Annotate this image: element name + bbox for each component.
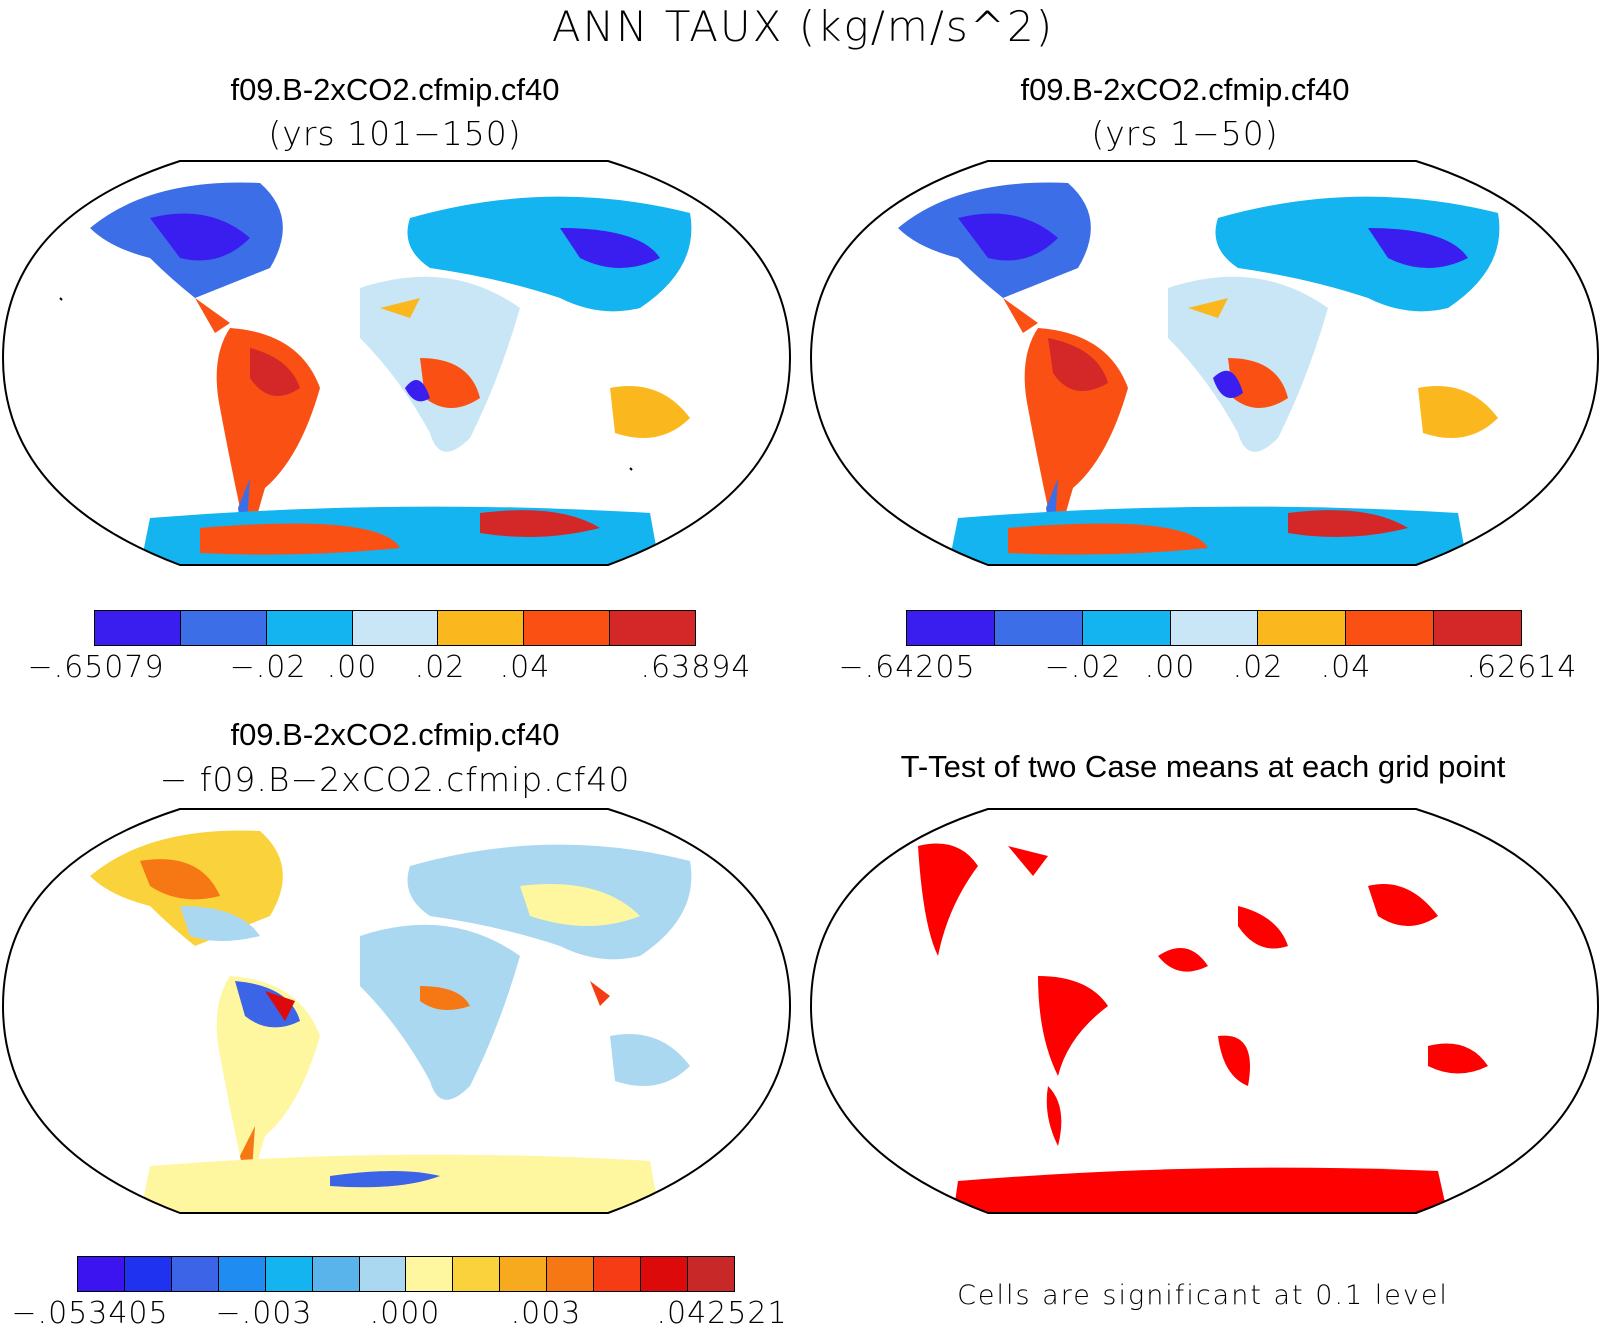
colorbar-swatch [352, 611, 439, 645]
colorbar-swatch [95, 611, 181, 645]
colorbar-swatch [1082, 611, 1171, 645]
colorbar-swatch [406, 1257, 454, 1291]
colorbar-swatch [994, 611, 1083, 645]
panel3-land [90, 830, 692, 1213]
colorbar-swatch [180, 611, 267, 645]
colorbar-swatch [1258, 611, 1347, 645]
colorbar-label: .62614 [1466, 650, 1578, 685]
colorbar-swatch [1346, 611, 1435, 645]
colorbar-label: .000 [369, 1296, 441, 1331]
colorbar-label: .02 [1232, 650, 1284, 685]
colorbar-swatch [78, 1257, 125, 1291]
colorbar-label: .63894 [640, 650, 752, 685]
colorbar-swatch [312, 1257, 360, 1291]
panel3-subtitle: − f09.B−2xCO2.cfmip.cf40 [159, 760, 631, 799]
colorbar-swatch [453, 1257, 501, 1291]
panel4-map [808, 806, 1603, 1216]
colorbar-swatch [687, 1257, 734, 1291]
colorbar-label: .00 [326, 650, 378, 685]
panel2-subtitle: (yrs 1−50) [1091, 114, 1279, 153]
colorbar-swatch [1170, 611, 1259, 645]
colorbar-swatch [265, 1257, 313, 1291]
colorbar-label: .003 [510, 1296, 582, 1331]
colorbar-label: −.02 [1044, 650, 1122, 685]
colorbar-swatch [594, 1257, 642, 1291]
colorbar-swatch [524, 611, 611, 645]
panel1-subtitle: (yrs 101−150) [268, 114, 522, 153]
colorbar-label: .042521 [656, 1296, 788, 1331]
colorbar-swatch [907, 611, 995, 645]
panel1-map [0, 158, 795, 568]
panel2-land [898, 182, 1500, 565]
colorbar-swatch [171, 1257, 219, 1291]
panel1-colorbar [94, 610, 696, 646]
colorbar-label: −.64205 [838, 650, 976, 685]
colorbar-label: .02 [414, 650, 466, 685]
colorbar-swatch [641, 1257, 688, 1291]
colorbar-label: −.053405 [11, 1296, 169, 1331]
panel2-title: f09.B-2xCO2.cfmip.cf40 [1020, 72, 1350, 107]
colorbar-swatch [124, 1257, 172, 1291]
panel4-title: T-Test of two Case means at each grid po… [900, 749, 1506, 784]
colorbar-label: .04 [499, 650, 551, 685]
panel1-title: f09.B-2xCO2.cfmip.cf40 [230, 72, 560, 107]
colorbar-label: .04 [1320, 650, 1372, 685]
colorbar-swatch [500, 1257, 548, 1291]
panel3-colorbar [77, 1256, 735, 1292]
colorbar-label: −.003 [215, 1296, 313, 1331]
colorbar-swatch [610, 611, 696, 645]
colorbar-swatch [547, 1257, 595, 1291]
panel1-land [59, 182, 692, 565]
colorbar-swatch [359, 1257, 407, 1291]
panel2-map [808, 158, 1603, 568]
colorbar-label: .00 [1144, 650, 1196, 685]
panel3-map [0, 806, 795, 1216]
colorbar-label: −.02 [229, 650, 307, 685]
colorbar-swatch [266, 611, 353, 645]
colorbar-swatch [218, 1257, 266, 1291]
colorbar-swatch [438, 611, 525, 645]
significance-note: Cells are significant at 0.1 level [957, 1280, 1449, 1311]
panel2-colorbar [906, 610, 1522, 646]
colorbar-swatch [1434, 611, 1522, 645]
colorbar-label: −.65079 [27, 650, 165, 685]
figure-title: ANN TAUX (kg/m/s^2) [551, 2, 1055, 51]
panel4-significant-cells [918, 843, 1488, 1213]
panel3-title: f09.B-2xCO2.cfmip.cf40 [230, 717, 560, 752]
